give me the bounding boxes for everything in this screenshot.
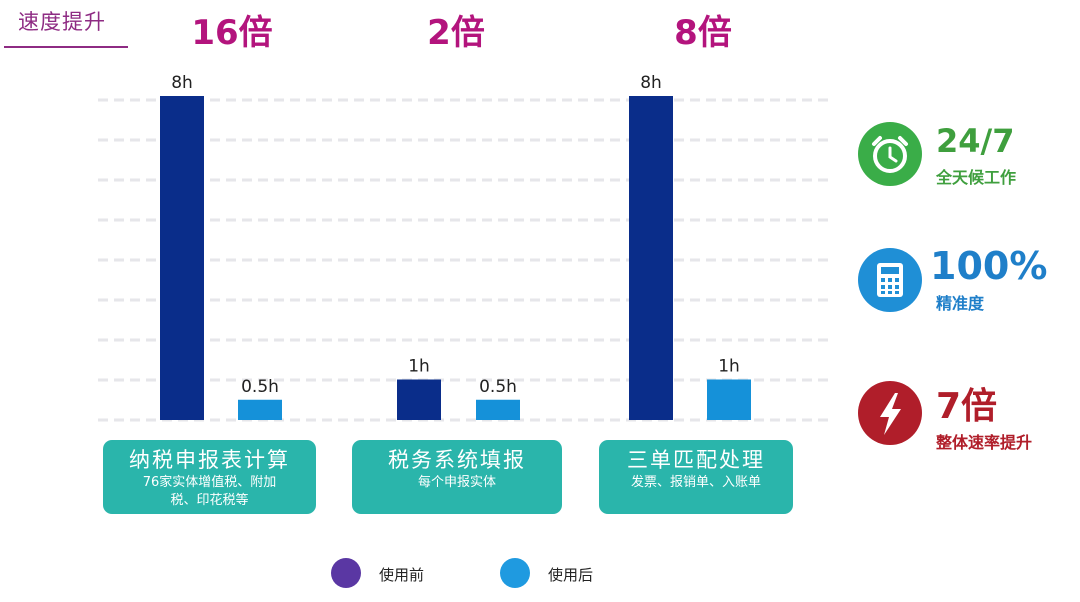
legend-swatch [500, 558, 530, 588]
bar-before [629, 96, 673, 420]
data-label: 0.5h [479, 377, 517, 397]
multiplier-label: 16倍 [191, 13, 272, 53]
bar-after [476, 399, 520, 420]
kpi-label: 精准度 [936, 294, 985, 313]
category-label-three-way-match: 三单匹配处理 发票、报销单、入账单 [599, 440, 793, 514]
calculator-icon [858, 248, 922, 312]
lightning-icon [858, 381, 922, 445]
data-label: 8h [171, 73, 193, 93]
bar-before [397, 379, 441, 420]
page-title: 速度提升 [18, 10, 106, 34]
data-label: 1h [408, 357, 430, 377]
data-label: 1h [718, 357, 740, 377]
kpi-value: 24/7 [936, 122, 1015, 160]
bar-after [238, 399, 282, 420]
category-label-tax-filing: 税务系统填报 每个申报实体 [352, 440, 562, 514]
kpi-label: 全天候工作 [936, 168, 1017, 187]
multiplier-label: 8倍 [674, 13, 732, 53]
category-title: 税务系统填报 [388, 448, 526, 472]
category-title: 纳税申报表计算 [129, 448, 290, 472]
category-label-tax-calc: 纳税申报表计算 76家实体增值税、附加税、印花税等 [103, 440, 316, 514]
category-subtitle: 发票、报销单、入账单 [630, 475, 761, 490]
category-subtitle: 每个申报实体 [417, 475, 496, 490]
category-subtitle: 76家实体增值税、附加税、印花税等 [142, 475, 277, 508]
data-label: 0.5h [241, 377, 279, 397]
kpi-label: 整体速率提升 [936, 433, 1033, 452]
legend-swatch [331, 558, 361, 588]
bar-before [160, 96, 204, 420]
kpi-overall-speed: 7倍 整体速率提升 [858, 381, 1078, 452]
title-underline [4, 46, 128, 48]
clock-icon [858, 122, 922, 186]
kpi-accuracy: 100% 精准度 [858, 244, 1078, 318]
bar-after [707, 379, 751, 420]
kpi-value: 7倍 [936, 386, 998, 427]
kpi-value: 100% [930, 244, 1048, 288]
multiplier-label: 2倍 [427, 13, 485, 53]
legend-label: 使用后 [548, 566, 594, 584]
kpi-availability: 24/7 全天候工作 [858, 122, 1078, 192]
legend-label: 使用前 [379, 566, 425, 584]
category-title: 三单匹配处理 [627, 448, 765, 472]
data-label: 8h [640, 73, 662, 93]
